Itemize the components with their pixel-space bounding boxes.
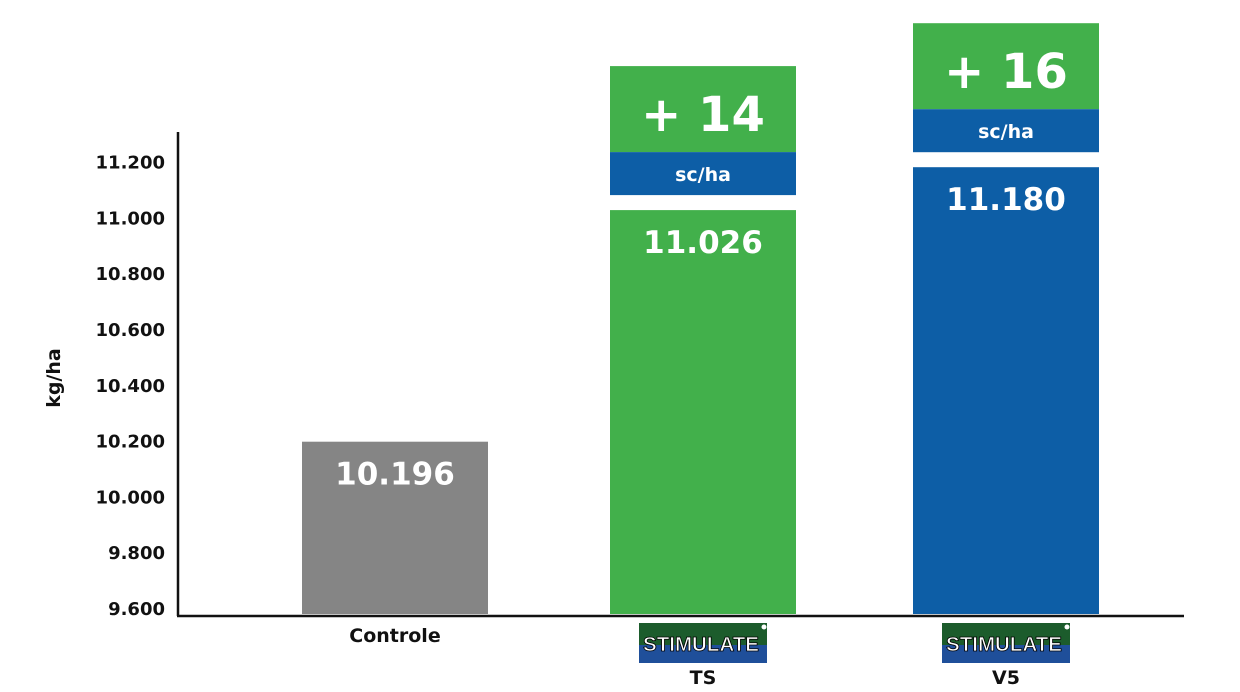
x-axis-categories: Controle STIMULATE TS STIMULATE V5 — [349, 623, 1070, 689]
y-axis-label: kg/ha — [43, 348, 65, 408]
x-category-label: Controle — [349, 625, 440, 647]
logo-band — [639, 645, 767, 663]
stimulate-logo: STIMULATE — [639, 623, 767, 663]
y-tick-label: 10.800 — [96, 264, 165, 285]
y-tick-label: 11.200 — [96, 153, 165, 174]
gain-box — [913, 23, 1099, 110]
y-tick-label: 10.600 — [96, 320, 165, 341]
gain-unit-label: sc/ha — [675, 164, 731, 186]
y-axis-ticks: 9.600 9.800 10.000 10.200 10.400 10.600 10.800… — [96, 153, 165, 620]
y-tick-label: 9.600 — [108, 599, 165, 620]
y-tick-label: 10.000 — [96, 487, 165, 508]
y-tick-label: 11.000 — [96, 208, 165, 229]
logo-band — [942, 645, 1070, 663]
stimulate-logo: STIMULATE — [942, 623, 1070, 663]
registered-mark-icon — [1064, 624, 1070, 630]
gain-unit-label: sc/ha — [978, 121, 1034, 143]
gain-unit-band — [913, 109, 1099, 153]
gain-box — [610, 66, 796, 153]
bar — [913, 167, 1099, 614]
bar — [610, 210, 796, 614]
logo-text: STIMULATE — [643, 634, 759, 656]
gain-value-label: + 16 — [944, 44, 1068, 100]
logo-text: STIMULATE — [946, 634, 1062, 656]
bars-group: 10.196 11.026 + 14 sc/ha 11.180 + 16 sc/ha — [302, 23, 1099, 614]
y-tick-label: 10.400 — [96, 376, 165, 397]
gain-unit-band — [610, 152, 796, 196]
bar — [302, 441, 488, 614]
x-category-sublabel: TS — [690, 667, 717, 689]
y-tick-label: 10.200 — [96, 432, 165, 453]
bar-value-label: 11.026 — [643, 225, 763, 261]
y-tick-label: 9.800 — [108, 543, 165, 564]
registered-mark-icon — [761, 624, 767, 630]
gain-value-label: + 14 — [641, 87, 765, 143]
bar-value-label: 10.196 — [335, 457, 455, 493]
x-category-sublabel: V5 — [992, 667, 1020, 689]
bar-value-label: 11.180 — [946, 182, 1066, 218]
